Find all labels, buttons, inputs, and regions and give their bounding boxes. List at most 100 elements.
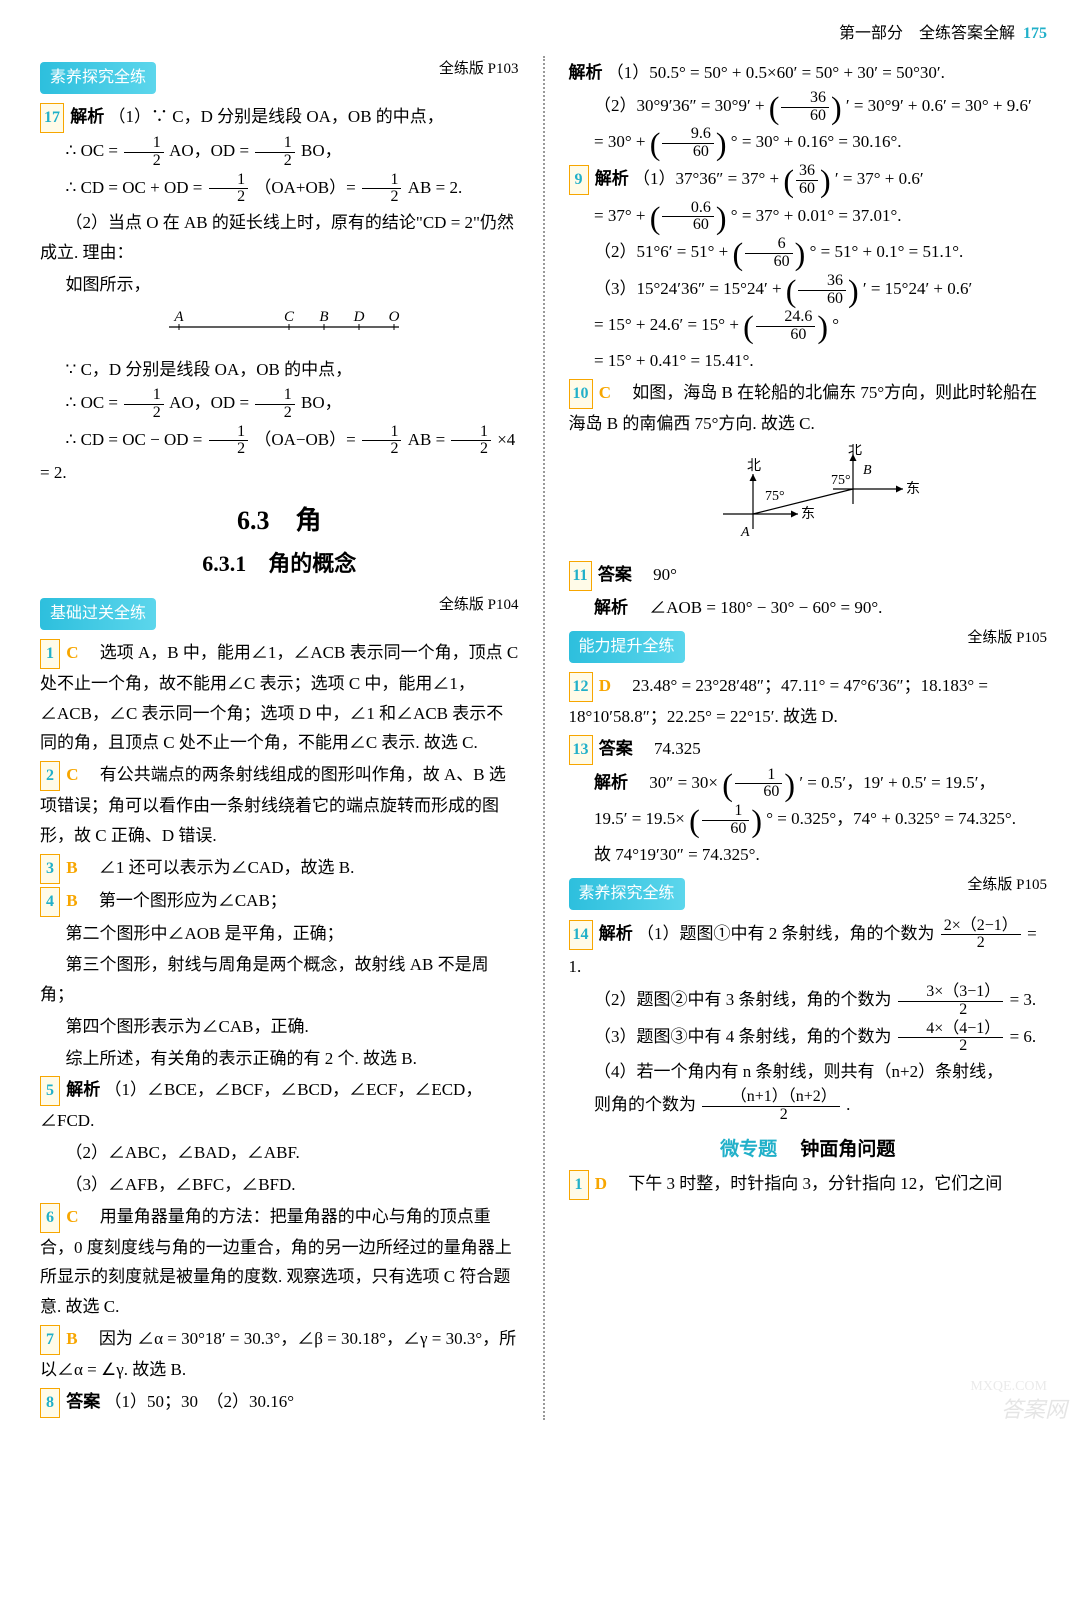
- text: 因为 ∠α = 30°18′ = 30.3°，∠β = 30.18°，∠γ = …: [40, 1329, 516, 1379]
- label: 解析: [569, 63, 603, 82]
- question-number: 1: [569, 1170, 589, 1200]
- svg-text:B: B: [320, 309, 329, 325]
- micro-label: 微专题: [720, 1139, 777, 1160]
- answer: B: [66, 858, 77, 877]
- text: ∴ OC =: [66, 141, 123, 160]
- text: ° = 37° + 0.01° = 37.01°.: [731, 206, 902, 225]
- question-number: 10: [569, 379, 593, 409]
- text: ° = 30° + 0.16° = 30.16°.: [731, 133, 902, 152]
- text: ∠AOB = 180° − 30° − 60° = 90°.: [649, 598, 882, 617]
- section-tag: 素养探究全练: [40, 62, 156, 94]
- svg-text:北: 北: [848, 444, 862, 458]
- text: 用量角器量角的方法：把量角器的中心与角的顶点重合，0 度刻度线与角的一边重合，角…: [40, 1207, 512, 1317]
- text: ° = 0.325°，74° + 0.325° = 74.325°.: [766, 809, 1016, 828]
- text: （OA+OB）=: [254, 178, 360, 197]
- question-number: 2: [40, 761, 60, 791]
- text: = 6.: [1010, 1027, 1037, 1046]
- text: 第三个图形，射线与周角是两个概念，故射线 AB 不是周角；: [40, 950, 519, 1010]
- text: 有公共端点的两条射线组成的图形叫作角，故 A、B 选项错误；角可以看作由一条射线…: [40, 765, 506, 845]
- label: 解析: [599, 924, 633, 943]
- text: 90°: [653, 565, 677, 584]
- line-diagram: A C B D O: [40, 305, 519, 349]
- text: 如图所示，: [40, 270, 519, 300]
- text: 23.48° = 23°28′48″；47.11° = 47°6′36″；18.…: [569, 676, 989, 726]
- question-number: 17: [40, 103, 64, 133]
- label: 答案: [598, 565, 632, 584]
- svg-text:A: A: [174, 309, 185, 325]
- text: （1）50.5° = 50° + 0.5×60′ = 50° + 30′ = 5…: [607, 63, 945, 82]
- question-number: 1: [40, 639, 60, 669]
- svg-text:北: 北: [747, 458, 761, 474]
- text: 选项 A，B 中，能用∠1，∠ACB 表示同一个角，顶点 C 处不止一个角，故不…: [40, 643, 518, 753]
- text: = 15° + 0.41° = 15.41°.: [569, 346, 1048, 376]
- text: （1）∠BCE，∠BCF，∠BCD，∠ECF，∠ECD，∠FCD.: [40, 1080, 482, 1130]
- question-number: 9: [569, 165, 589, 195]
- question-number: 6: [40, 1203, 60, 1233]
- text: ∴ CD = OC − OD =: [66, 430, 207, 449]
- text: （1）37°36″ = 37° +: [633, 169, 783, 188]
- text: = 37° +: [594, 206, 650, 225]
- text: 综上所述，有关角的表示正确的有 2 个. 故选 B.: [40, 1044, 519, 1074]
- text: = 15° + 24.6′ = 15° +: [594, 316, 743, 335]
- label: 答案: [599, 739, 633, 758]
- label: 解析: [70, 107, 104, 126]
- label: 解析: [66, 1080, 100, 1099]
- text: ∴ OC =: [66, 393, 123, 412]
- answer: C: [66, 643, 78, 662]
- text: 下午 3 时整，时针指向 3，分针指向 12，它们之间: [611, 1174, 1002, 1193]
- text: （OA−OB）=: [254, 430, 360, 449]
- page-ref: 全练版 P104: [439, 592, 519, 618]
- text: ∴ CD = OC + OD =: [66, 178, 207, 197]
- svg-text:O: O: [389, 309, 400, 325]
- left-column: 素养探究全练 全练版 P103 17 解析 （1）∵ C，D 分别是线段 OA，…: [40, 56, 519, 1420]
- text: ′ = 30°9′ + 0.6′ = 30° + 9.6′: [846, 96, 1032, 115]
- label: 解析: [594, 598, 628, 617]
- text: AB = 2.: [408, 178, 462, 197]
- text: （3）∠AFB，∠BFC，∠BFD.: [40, 1170, 519, 1200]
- column-divider: [543, 56, 545, 1420]
- text: ′ = 0.5′，19′ + 0.5′ = 19.5′，: [799, 773, 995, 792]
- text: （2）∠ABC，∠BAD，∠ABF.: [40, 1138, 519, 1168]
- text: （1）50；30 （2）30.16°: [105, 1392, 295, 1411]
- text: BO，: [301, 141, 342, 160]
- text: （2）题图②中有 3 条射线，角的个数为: [594, 990, 892, 1009]
- answer: C: [599, 383, 611, 402]
- page-ref: 全练版 P105: [967, 872, 1047, 898]
- question-number: 4: [40, 887, 60, 917]
- svg-text:D: D: [353, 309, 365, 325]
- text: （4）若一个角内有 n 条射线，则共有（n+2）条射线，: [569, 1057, 1048, 1087]
- part-label: 第一部分 全练答案全解: [839, 25, 1015, 42]
- section-tag: 素养探究全练: [569, 878, 685, 910]
- label: 解析: [595, 169, 629, 188]
- answer: B: [66, 891, 77, 910]
- text: 第一个图形应为∠CAB；: [82, 891, 287, 910]
- answer: C: [66, 1207, 78, 1226]
- question-number: 5: [40, 1076, 60, 1106]
- text: °: [832, 316, 839, 335]
- text: BO，: [301, 393, 342, 412]
- section-tag: 能力提升全练: [569, 631, 685, 663]
- text: .: [846, 1095, 850, 1114]
- text: （2）51°6′ = 51° +: [594, 242, 733, 261]
- text: （1）∵ C，D 分别是线段 OA，OB 的中点，: [109, 107, 444, 126]
- question-number: 13: [569, 735, 593, 765]
- text: AO，OD =: [169, 141, 253, 160]
- text: 第二个图形中∠AOB 是平角，正确；: [40, 919, 519, 949]
- text: （1）题图①中有 2 条射线，角的个数为: [637, 924, 935, 943]
- answer: B: [66, 1329, 77, 1348]
- answer: C: [66, 765, 78, 784]
- section-title: 6.3 角: [40, 498, 519, 544]
- text: （3）15°24′36″ = 15°24′ +: [594, 279, 786, 298]
- text: = 3.: [1010, 990, 1037, 1009]
- text: ∵ C，D 分别是线段 OA，OB 的中点，: [40, 355, 519, 385]
- answer: D: [595, 1174, 607, 1193]
- page-number: 175: [1023, 25, 1047, 42]
- svg-text:75°: 75°: [765, 489, 785, 504]
- micro-topic: 微专题 钟面角问题: [569, 1133, 1048, 1166]
- text: 74.325: [654, 739, 701, 758]
- svg-text:C: C: [284, 309, 295, 325]
- label: 答案: [66, 1392, 100, 1411]
- question-number: 11: [569, 561, 592, 591]
- page-header: 第一部分 全练答案全解 175: [40, 20, 1047, 48]
- question-number: 7: [40, 1325, 60, 1355]
